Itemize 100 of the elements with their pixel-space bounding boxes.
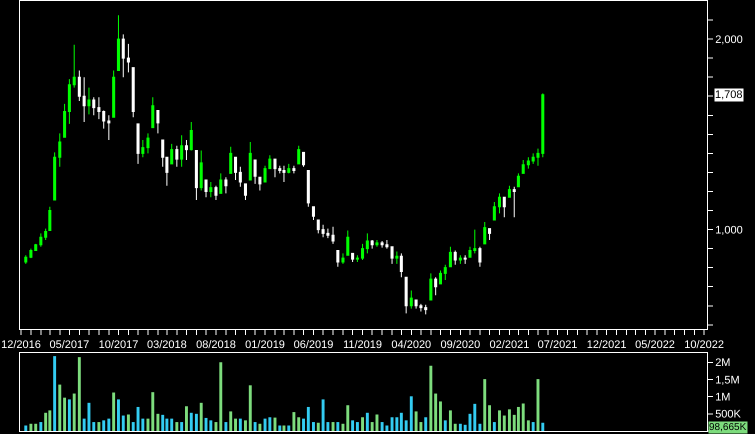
candlestick bbox=[488, 228, 492, 241]
y-tick-label: 500K bbox=[715, 408, 742, 421]
bar bbox=[78, 357, 81, 431]
candlestick bbox=[380, 240, 384, 248]
candlestick bbox=[214, 185, 218, 201]
candlestick bbox=[151, 96, 154, 128]
candlestick bbox=[136, 123, 140, 164]
bar bbox=[502, 416, 506, 431]
candlestick bbox=[175, 145, 178, 168]
candlestick bbox=[508, 185, 511, 198]
candlestick bbox=[116, 14, 120, 72]
bar bbox=[356, 422, 359, 431]
candlestick bbox=[87, 87, 90, 115]
candlestick bbox=[390, 246, 394, 264]
candlestick bbox=[464, 254, 467, 264]
candlestick bbox=[483, 221, 486, 244]
candlestick bbox=[224, 176, 228, 194]
bar bbox=[117, 399, 120, 431]
bar bbox=[107, 418, 110, 431]
candlestick bbox=[454, 250, 457, 266]
candlestick bbox=[312, 206, 315, 221]
bar bbox=[39, 422, 42, 431]
candlestick bbox=[248, 141, 252, 181]
text: 98,665K bbox=[709, 422, 747, 433]
candlestick bbox=[400, 252, 403, 278]
candlestick bbox=[297, 145, 300, 164]
bar bbox=[264, 418, 266, 431]
candlestick bbox=[429, 272, 432, 301]
bar bbox=[97, 422, 100, 431]
candlestick bbox=[536, 148, 540, 166]
candlestick bbox=[292, 165, 296, 174]
bar bbox=[44, 412, 48, 431]
bar bbox=[194, 414, 198, 431]
bar bbox=[419, 422, 422, 431]
bar bbox=[53, 356, 56, 431]
bar bbox=[366, 412, 369, 431]
bar bbox=[165, 418, 168, 431]
y-tick-label: 1,5M bbox=[715, 374, 740, 386]
candlestick bbox=[244, 183, 247, 201]
x-tick-label: 01/2019 bbox=[245, 339, 285, 352]
bar bbox=[72, 394, 76, 431]
candlestick bbox=[53, 152, 56, 201]
bar bbox=[478, 424, 482, 431]
candlestick bbox=[190, 121, 193, 152]
candlestick bbox=[302, 152, 306, 168]
x-tick-label: 07/2021 bbox=[538, 339, 578, 352]
y-tick-label: 2,000 bbox=[715, 34, 743, 46]
candlestick bbox=[24, 254, 28, 264]
candlestick bbox=[468, 246, 472, 258]
bar bbox=[468, 414, 472, 431]
candlestick bbox=[141, 140, 144, 158]
bar bbox=[258, 424, 262, 431]
candlestick bbox=[126, 43, 130, 73]
bar bbox=[541, 422, 544, 431]
bar bbox=[448, 410, 452, 431]
x-tick-label: 10/2022 bbox=[684, 339, 724, 352]
bar bbox=[224, 422, 228, 431]
x-tick-label: 05/2022 bbox=[635, 339, 675, 352]
bar bbox=[380, 422, 384, 431]
candlestick bbox=[258, 176, 262, 192]
candlestick bbox=[404, 276, 408, 314]
candlestick bbox=[146, 132, 150, 154]
candlestick bbox=[492, 201, 496, 221]
bar bbox=[126, 414, 130, 431]
bar bbox=[68, 399, 71, 431]
candlestick bbox=[200, 150, 203, 192]
bar bbox=[254, 422, 257, 431]
candlestick bbox=[184, 140, 188, 161]
bar bbox=[282, 426, 286, 431]
candlestick bbox=[204, 180, 208, 198]
candlestick bbox=[107, 114, 110, 141]
bar bbox=[439, 401, 442, 431]
bar bbox=[492, 422, 496, 431]
bar bbox=[312, 422, 315, 431]
candlestick bbox=[48, 206, 52, 232]
candlestick bbox=[238, 166, 242, 188]
candlestick bbox=[229, 146, 232, 174]
candlestick bbox=[209, 181, 212, 198]
bar bbox=[112, 392, 116, 431]
bar bbox=[48, 410, 52, 431]
candlestick bbox=[516, 172, 520, 188]
bar bbox=[209, 420, 212, 431]
bar bbox=[146, 418, 150, 431]
y-tick-label: 1M bbox=[715, 391, 730, 404]
bar bbox=[306, 406, 310, 431]
bar bbox=[175, 422, 178, 431]
bar bbox=[238, 418, 242, 431]
bar bbox=[410, 396, 413, 431]
bar bbox=[82, 418, 86, 431]
bar bbox=[361, 417, 364, 431]
bar bbox=[180, 422, 184, 431]
candlestick bbox=[366, 232, 369, 254]
bar bbox=[376, 414, 378, 431]
bar bbox=[136, 406, 140, 431]
candlestick bbox=[361, 243, 364, 261]
candlestick bbox=[356, 254, 359, 262]
candlestick bbox=[341, 252, 344, 264]
candlestick bbox=[282, 165, 286, 182]
candlestick bbox=[458, 254, 462, 264]
bar bbox=[29, 424, 32, 431]
